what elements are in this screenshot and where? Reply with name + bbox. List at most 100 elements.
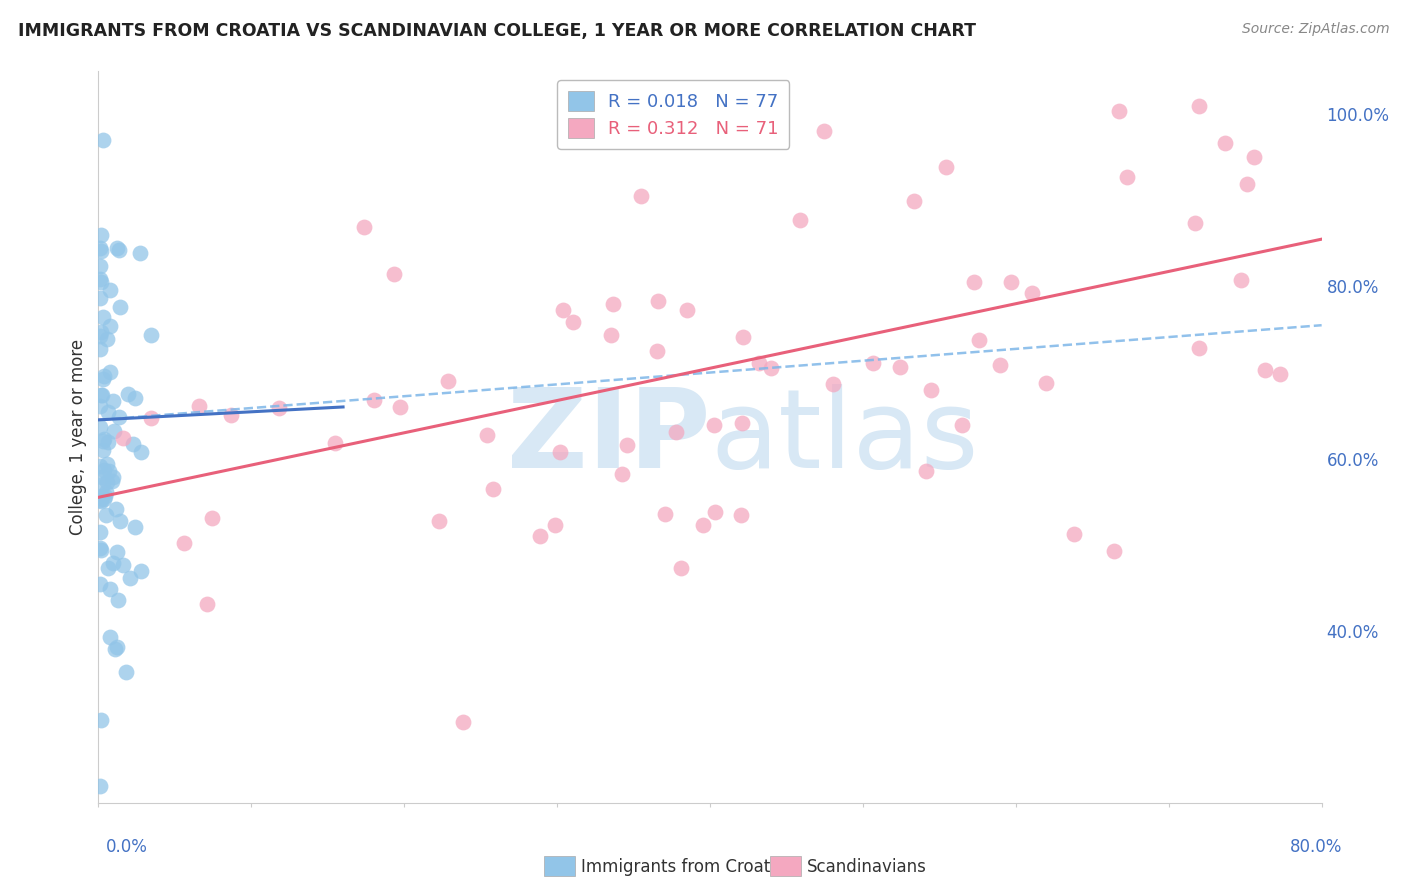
- Point: [1254, 363, 1277, 377]
- Point: [363, 392, 385, 407]
- Point: [1184, 216, 1206, 230]
- Text: Source: ZipAtlas.com: Source: ZipAtlas.com: [1241, 22, 1389, 37]
- Y-axis label: College, 1 year or more: College, 1 year or more: [69, 339, 87, 535]
- Point: [388, 400, 411, 414]
- Point: [1104, 543, 1126, 558]
- Point: [112, 431, 135, 445]
- Point: [91, 442, 114, 457]
- Point: [89, 342, 111, 356]
- Point: [89, 399, 111, 413]
- Point: [429, 514, 451, 528]
- Point: [90, 275, 112, 289]
- Point: [1000, 275, 1022, 289]
- Point: [451, 714, 474, 729]
- Point: [110, 301, 132, 315]
- Point: [548, 445, 571, 459]
- Point: [90, 325, 112, 339]
- Point: [90, 228, 112, 243]
- Point: [129, 564, 152, 578]
- Point: [94, 508, 117, 522]
- Point: [98, 630, 121, 644]
- Point: [1108, 103, 1130, 118]
- Point: [91, 470, 114, 484]
- Point: [676, 302, 699, 317]
- Point: [97, 435, 120, 450]
- Point: [107, 410, 129, 425]
- Point: [821, 377, 844, 392]
- Point: [128, 245, 150, 260]
- Point: [382, 268, 405, 282]
- Point: [129, 445, 152, 459]
- Point: [1188, 99, 1211, 113]
- Point: [89, 577, 111, 591]
- Point: [731, 330, 754, 344]
- Point: [529, 529, 551, 543]
- Point: [89, 779, 111, 793]
- Point: [730, 508, 752, 522]
- Point: [1213, 136, 1236, 150]
- Text: atlas: atlas: [710, 384, 979, 491]
- Point: [561, 315, 583, 329]
- Point: [91, 310, 114, 324]
- Text: 80.0%: 80.0%: [1291, 838, 1343, 856]
- Point: [1035, 376, 1057, 390]
- Point: [920, 384, 942, 398]
- Text: Immigrants from Croatia: Immigrants from Croatia: [581, 858, 785, 876]
- Point: [98, 464, 121, 478]
- Point: [89, 328, 111, 343]
- Point: [96, 561, 118, 575]
- Point: [103, 424, 125, 438]
- Point: [89, 259, 111, 273]
- Point: [665, 425, 688, 440]
- Point: [1021, 286, 1043, 301]
- Point: [1115, 169, 1137, 184]
- Point: [121, 437, 143, 451]
- Point: [903, 194, 925, 208]
- Point: [98, 365, 121, 379]
- Text: ZIP: ZIP: [506, 384, 710, 491]
- Point: [94, 489, 117, 503]
- Point: [139, 411, 162, 425]
- Point: [353, 219, 375, 234]
- Point: [89, 491, 111, 505]
- Point: [93, 463, 115, 477]
- Legend: R = 0.018   N = 77, R = 0.312   N = 71: R = 0.018 N = 77, R = 0.312 N = 71: [557, 80, 789, 149]
- Point: [98, 582, 121, 596]
- Point: [748, 356, 770, 370]
- Point: [173, 535, 195, 549]
- Point: [93, 432, 115, 446]
- Point: [201, 510, 224, 524]
- Point: [730, 416, 752, 430]
- Point: [915, 463, 938, 477]
- Point: [89, 241, 111, 255]
- Point: [219, 408, 242, 422]
- Point: [91, 133, 114, 147]
- Point: [91, 387, 114, 401]
- Point: [103, 556, 125, 570]
- Point: [117, 386, 139, 401]
- Point: [1063, 527, 1085, 541]
- Point: [1243, 150, 1265, 164]
- Point: [950, 417, 973, 432]
- Point: [98, 319, 121, 334]
- Point: [96, 332, 118, 346]
- Point: [195, 597, 218, 611]
- Point: [97, 405, 120, 419]
- Point: [89, 458, 111, 473]
- Point: [1188, 341, 1211, 355]
- Point: [551, 303, 574, 318]
- Point: [599, 328, 621, 343]
- Point: [1230, 273, 1253, 287]
- Point: [89, 525, 111, 540]
- Point: [96, 475, 118, 489]
- Point: [1236, 178, 1258, 192]
- Point: [862, 356, 884, 370]
- Point: [101, 469, 124, 483]
- Point: [967, 333, 990, 347]
- Point: [935, 160, 957, 174]
- Point: [89, 493, 111, 508]
- Point: [477, 428, 499, 442]
- Point: [91, 489, 114, 503]
- Point: [703, 417, 725, 432]
- Point: [789, 213, 811, 227]
